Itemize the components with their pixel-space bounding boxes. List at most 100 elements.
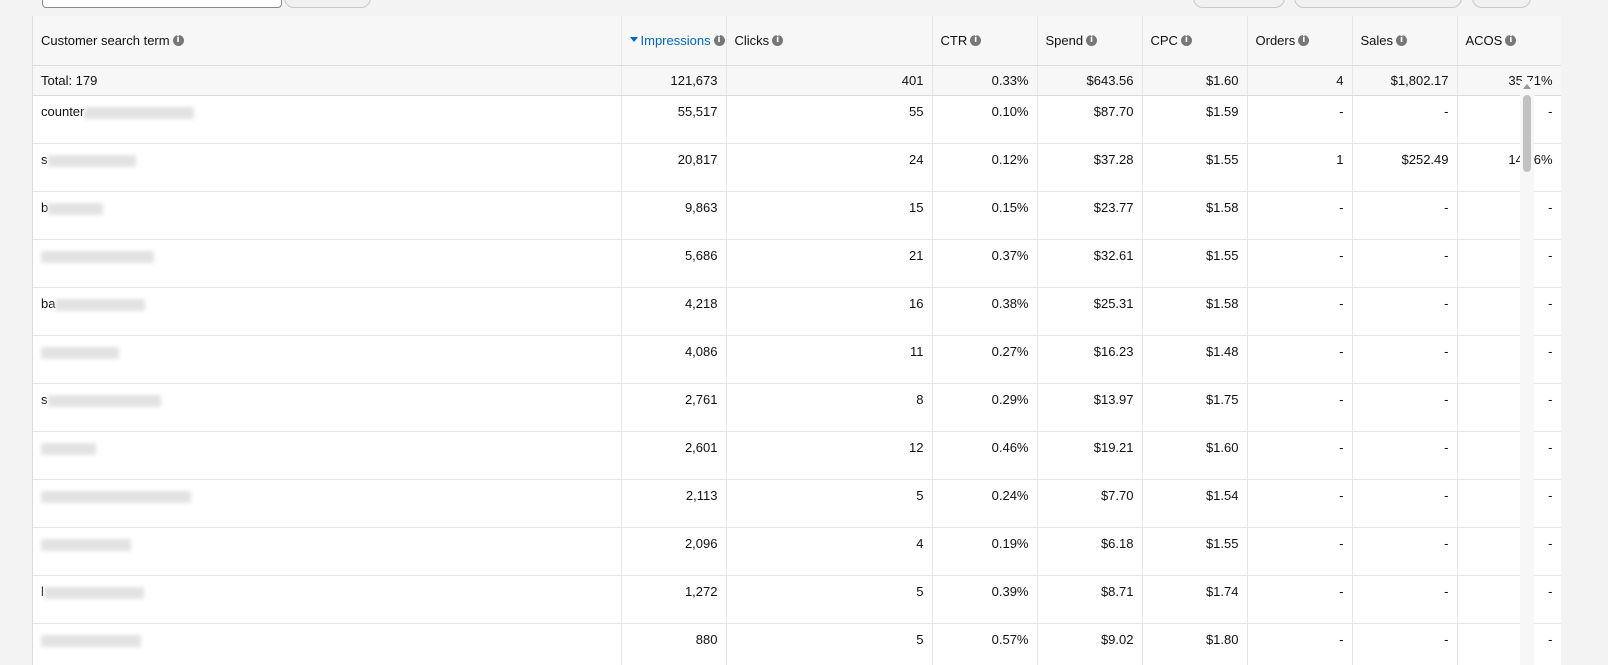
search-term-cell[interactable]: s [33,143,622,192]
clicks-cell: 21 [726,239,933,288]
search-term-text: l [41,584,44,599]
spend-cell: $8.71 [1037,575,1143,624]
sales-cell: - [1352,527,1458,576]
column-header-sales[interactable]: Sales i [1352,16,1458,66]
total-label: Total: 179 [33,65,622,96]
spend-cell: $19.21 [1037,431,1143,480]
orders-cell: - [1247,287,1353,336]
total-cell: $643.56 [1037,65,1143,96]
acos-cell: - [1457,335,1561,384]
ctr-cell: 0.15% [932,191,1038,240]
filter-button[interactable] [284,0,371,8]
scroll-thumb[interactable] [1523,95,1531,172]
info-icon[interactable]: i [970,35,982,47]
ctr-cell: 0.39% [932,575,1038,624]
search-term-cell[interactable] [33,335,622,384]
orders-cell: - [1247,575,1353,624]
column-header-spend[interactable]: Spend i [1037,16,1143,66]
sales-cell: - [1352,479,1458,528]
search-term-cell[interactable]: s [33,383,622,432]
search-term-text: counter [41,104,85,119]
column-header-label: CTR [940,33,968,48]
scroll-up-icon[interactable] [1523,84,1531,89]
redacted-text [41,490,191,503]
ctr-cell: 0.57% [932,623,1038,665]
redacted-text [41,346,119,359]
search-term-cell[interactable] [33,239,622,288]
total-cell: 35.71% [1457,65,1561,96]
info-icon[interactable]: i [1505,35,1517,47]
orders-cell: - [1247,623,1353,665]
acos-cell: 14.76% [1457,143,1561,192]
toolbar-button-3[interactable] [1472,0,1531,8]
cpc-cell: $1.59 [1142,95,1248,144]
clicks-cell: 5 [726,575,933,624]
cpc-cell: $1.55 [1142,239,1248,288]
total-cell: 0.33% [932,65,1038,96]
impressions-cell: 2,761 [621,383,727,432]
toolbar [0,0,1608,16]
info-icon[interactable]: i [1086,35,1098,47]
info-icon[interactable]: i [1396,35,1408,47]
clicks-cell: 8 [726,383,933,432]
acos-cell: - [1457,527,1561,576]
cpc-cell: $1.54 [1142,479,1248,528]
info-icon[interactable]: i [772,35,784,47]
table-row: 4,086 11 0.27% $16.23 $1.48- - - [33,335,1561,384]
column-header-orders[interactable]: Orders i [1247,16,1353,66]
cpc-cell: $1.58 [1142,191,1248,240]
info-icon[interactable]: i [172,35,184,47]
cpc-cell: $1.60 [1142,431,1248,480]
impressions-cell: 2,113 [621,479,727,528]
table-header-row: Customer search term i Impressions i Clicks i… [33,16,1561,66]
search-term-cell[interactable]: l [33,575,622,624]
sales-cell: - [1352,239,1458,288]
column-header-impressions[interactable]: Impressions i [621,16,727,66]
column-header-label: Orders [1255,33,1296,48]
orders-cell: - [1247,479,1353,528]
info-icon[interactable]: i [1180,35,1192,47]
toolbar-button-2[interactable] [1294,0,1462,8]
search-term-report-panel: Customer search term i Impressions i Clicks i… [32,16,1561,665]
total-cell: 4 [1247,65,1353,96]
sales-cell: $252.49 [1352,143,1458,192]
orders-cell: - [1247,431,1353,480]
toolbar-button-1[interactable] [1193,0,1285,8]
vertical-scrollbar[interactable] [1520,81,1534,665]
spend-cell: $32.61 [1037,239,1143,288]
table-row: s 2,761 8 0.29% $13.97 $1.75- - - [33,383,1561,432]
search-term-cell[interactable]: b [33,191,622,240]
search-input[interactable] [42,0,282,8]
search-term-cell[interactable] [33,527,622,576]
info-icon[interactable]: i [713,35,725,47]
redacted-text [84,106,195,119]
search-term-cell[interactable] [33,623,622,665]
impressions-cell: 4,086 [621,335,727,384]
clicks-cell: 15 [726,191,933,240]
orders-cell: - [1247,239,1353,288]
sales-cell: - [1352,623,1458,665]
column-header-acos[interactable]: ACOS i [1457,16,1561,66]
search-term-cell[interactable]: counter [33,95,622,144]
orders-cell: - [1247,95,1353,144]
column-header-label: Customer search term [41,33,170,48]
column-header-cpc[interactable]: CPC i [1142,16,1248,66]
search-term-cell[interactable] [33,431,622,480]
redacted-text [48,202,104,215]
redacted-text [41,538,131,551]
search-term-text: ba [41,296,56,311]
impressions-cell: 4,218 [621,287,727,336]
search-term-cell[interactable] [33,479,622,528]
table-row: 2,113 5 0.24% $7.70 $1.54- - - [33,479,1561,528]
impressions-cell: 2,096 [621,527,727,576]
search-term-cell[interactable]: ba [33,287,622,336]
info-icon[interactable]: i [1298,35,1310,47]
table-row: 2,601 12 0.46% $19.21 $1.60- - - [33,431,1561,480]
redacted-text [47,394,161,407]
clicks-cell: 16 [726,287,933,336]
spend-cell: $9.02 [1037,623,1143,665]
column-header-clicks[interactable]: Clicks i [726,16,933,66]
redacted-text [41,634,141,647]
column-header-ctr[interactable]: CTR i [932,16,1038,66]
column-header-customer-search-term[interactable]: Customer search term i [33,16,622,66]
